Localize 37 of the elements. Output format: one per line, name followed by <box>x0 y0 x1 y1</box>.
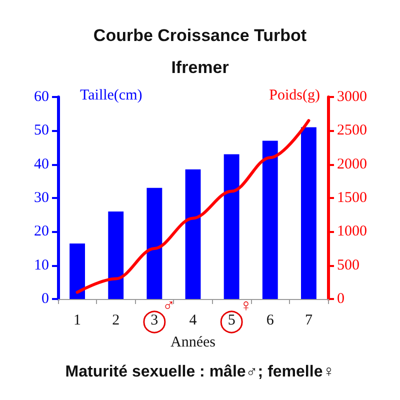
y-tick-label: 40 <box>34 156 49 172</box>
y2-tick-label: 1000 <box>337 224 367 240</box>
y2-tick-label: 500 <box>337 257 360 274</box>
x-tick-label: 1 <box>74 312 82 328</box>
x-tick-label: 7 <box>304 312 313 328</box>
x-tick-label: 3 <box>150 312 158 328</box>
y-tick-label: 30 <box>34 190 49 206</box>
bar <box>108 211 124 299</box>
chart-title: Courbe Croissance Turbot <box>93 26 307 45</box>
bar <box>262 140 278 299</box>
y2-tick-label: 0 <box>337 291 344 307</box>
bar <box>301 127 316 299</box>
x-tick-label: 6 <box>266 312 274 328</box>
text: Maturité sexuelle : mâle♂; femelle♀ <box>65 364 335 380</box>
y-tick-label: 50 <box>34 122 49 139</box>
y2-tick-label: 2000 <box>337 156 367 172</box>
y-tick-label: 60 <box>34 89 49 105</box>
bar <box>185 169 201 299</box>
line-series <box>76 119 310 294</box>
y2-tick-label: 3000 <box>337 89 367 105</box>
annotation: ♀ <box>240 296 252 315</box>
x-axis-title: Années <box>170 334 216 350</box>
y-tick-label: 0 <box>42 291 49 307</box>
y-tick-label: 20 <box>34 224 49 240</box>
y-axis-title: Taille(cm) <box>80 88 142 104</box>
bar <box>146 188 162 299</box>
bar <box>70 243 85 299</box>
x-tick-label: 4 <box>189 312 198 328</box>
x-tick-label: 2 <box>112 312 120 328</box>
annotation: ♂ <box>162 296 176 315</box>
y2-tick-label: 1500 <box>337 190 367 206</box>
y-tick-label: 10 <box>34 257 49 274</box>
x-tick-label: 5 <box>228 312 236 328</box>
y2-tick-label: 2500 <box>337 122 367 139</box>
y2-axis-title: Poids(g) <box>269 88 320 104</box>
chart-subtitle: Ifremer <box>171 58 230 77</box>
bar <box>224 154 240 299</box>
